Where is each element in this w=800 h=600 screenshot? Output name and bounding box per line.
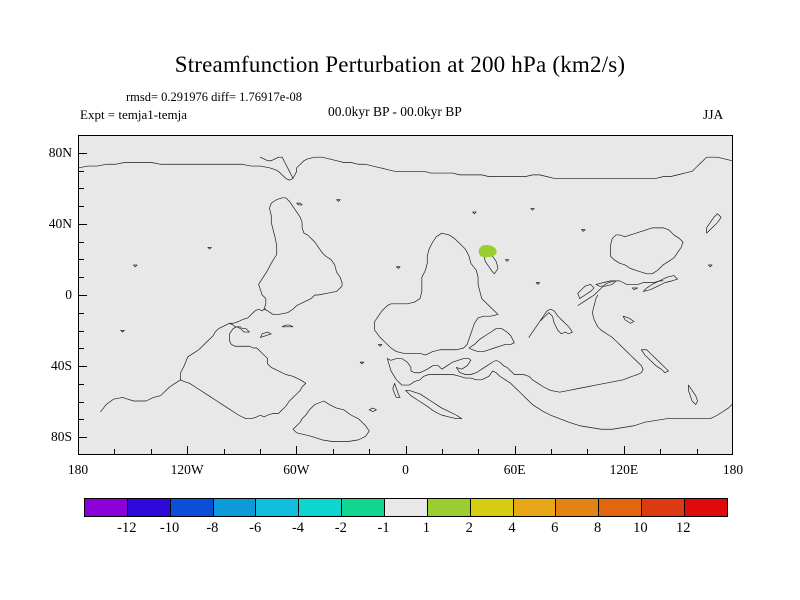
y-axis-label: 0 — [65, 287, 72, 302]
x-axis-labels: 180 120W 60W 0 60E 120E 180 — [0, 462, 800, 482]
colorbar-cell — [556, 499, 600, 516]
colorbar-tick-label: 4 — [508, 520, 516, 536]
colorbar-tick-label: -4 — [291, 520, 305, 536]
x-axis-minor-tick — [697, 449, 698, 455]
y-axis-minor-tick — [78, 171, 84, 172]
colorbar-tick-label: -6 — [249, 520, 262, 536]
date-range-label: 00.0kyr BP - 00.0kyr BP — [328, 104, 462, 119]
colorbar-cell — [85, 499, 128, 516]
world-coastlines-map — [79, 156, 732, 442]
colorbar-cell — [256, 499, 300, 516]
y-axis-major-tick — [78, 366, 87, 367]
colorbar-tick-labels: -12 -10 -8 -6 -4 -2 -1 1 2 4 6 8 10 12 — [0, 520, 800, 542]
y-axis-label: 80S — [50, 429, 72, 445]
y-axis-minor-tick — [78, 242, 84, 243]
y-axis-labels: 80N 40N 0 40S 80S — [20, 135, 72, 455]
x-axis-label: 60W — [283, 462, 310, 477]
x-axis-minor-tick — [224, 449, 225, 455]
colorbar — [84, 498, 728, 517]
colorbar-tick-label: 2 — [465, 520, 473, 536]
x-axis-major-tick — [187, 446, 188, 455]
colorbar-cell — [299, 499, 343, 516]
colorbar-tick-label: -10 — [159, 520, 180, 536]
coastline-paths — [79, 156, 732, 442]
colorbar-cell — [427, 499, 471, 516]
x-axis-label: 120E — [609, 462, 639, 477]
y-axis-major-tick — [78, 437, 87, 438]
y-axis-minor-tick — [78, 188, 84, 189]
positive-anomaly-blob — [478, 244, 497, 258]
y-axis-major-tick — [78, 224, 87, 225]
map-plot-area — [78, 135, 733, 455]
x-axis-label: 180 — [67, 462, 89, 477]
y-axis-minor-tick — [78, 259, 84, 260]
season-label: JJA — [703, 107, 724, 122]
y-axis-label: 80N — [48, 144, 72, 160]
x-axis-major-tick — [406, 446, 407, 455]
y-axis-minor-tick — [78, 331, 84, 332]
x-axis-minor-tick — [442, 449, 443, 455]
colorbar-tick-label: -2 — [334, 520, 347, 536]
y-axis-minor-tick — [78, 348, 84, 349]
colorbar-tick-label: 6 — [551, 520, 559, 536]
colorbar-cell — [213, 499, 257, 516]
colorbar-tick-label: -1 — [377, 520, 390, 536]
colorbar-cell — [385, 499, 428, 516]
x-axis-minor-tick — [587, 449, 588, 455]
x-axis-minor-tick — [660, 449, 661, 455]
x-axis-label: 60E — [503, 462, 526, 477]
colorbar-cell — [470, 499, 514, 516]
y-axis-major-tick — [78, 295, 87, 296]
colorbar-cell — [513, 499, 557, 516]
colorbar-cell — [127, 499, 171, 516]
y-axis-label: 40S — [50, 358, 72, 374]
y-axis-minor-tick — [78, 419, 84, 420]
colorbar-tick-label: 8 — [593, 520, 602, 536]
y-axis-minor-tick — [78, 206, 84, 207]
y-axis-label: 40N — [48, 215, 72, 231]
colorbar-tick-label: -8 — [206, 520, 219, 536]
x-axis-major-tick — [296, 446, 297, 455]
colorbar-cell — [642, 499, 686, 516]
x-axis-label: 0 — [402, 462, 409, 477]
colorbar-cell — [685, 499, 727, 516]
x-axis-major-tick — [624, 446, 625, 455]
y-axis-minor-tick — [78, 277, 84, 278]
x-axis-minor-tick — [369, 449, 370, 455]
rmsd-annotation: rmsd= 0.291976 diff= 1.76917e-08 — [126, 90, 303, 104]
colorbar-tick-label: -12 — [117, 520, 137, 536]
y-axis-minor-tick — [78, 402, 84, 403]
x-axis-minor-tick — [151, 449, 152, 455]
colorbar-tick-label: 12 — [675, 520, 691, 536]
colorbar-tick-label: 10 — [633, 520, 648, 536]
y-axis-major-tick — [78, 153, 87, 154]
x-axis-minor-tick — [478, 449, 479, 455]
x-axis-minor-tick — [333, 449, 334, 455]
colorbar-tick-label: 1 — [422, 520, 431, 536]
x-axis-label: 120W — [170, 462, 204, 477]
y-axis-minor-tick — [78, 384, 84, 385]
page-title: Streamfunction Perturbation at 200 hPa (… — [174, 52, 626, 77]
colorbar-cell — [599, 499, 643, 516]
x-axis-label: 180 — [722, 462, 744, 477]
y-axis-minor-tick — [78, 313, 84, 314]
x-axis-minor-tick — [551, 449, 552, 455]
experiment-label: Expt = temja1-temja — [80, 107, 187, 122]
x-axis-major-tick — [515, 446, 516, 455]
x-axis-minor-tick — [114, 449, 115, 455]
colorbar-cell — [342, 499, 386, 516]
x-axis-minor-tick — [260, 449, 261, 455]
colorbar-cell — [170, 499, 214, 516]
